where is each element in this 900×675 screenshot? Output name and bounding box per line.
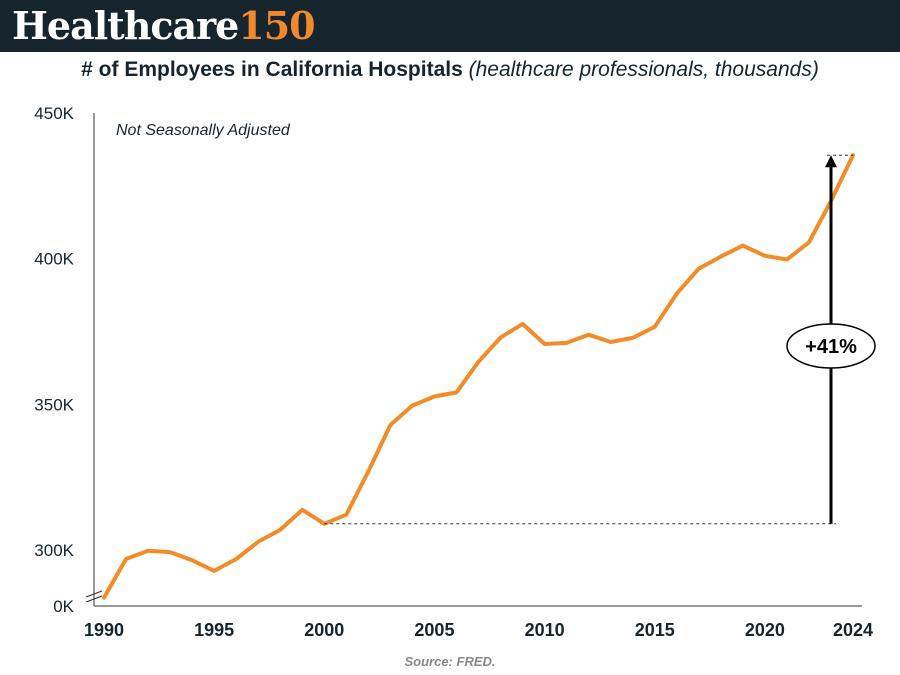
- y-tick-label: 400K: [34, 250, 74, 269]
- chart-source: Source: FRED.: [404, 654, 495, 669]
- x-tick-label: 2024: [833, 620, 873, 640]
- y-tick-label: 450K: [34, 104, 74, 123]
- x-tick-label: 2015: [635, 620, 675, 640]
- growth-label-bubble: [786, 323, 876, 369]
- y-tick-label: 0K: [53, 597, 74, 616]
- x-tick-label: 2000: [304, 620, 344, 640]
- chart-title: # of Employees in California Hospitals (…: [0, 58, 900, 82]
- growth-label: +41%: [805, 336, 857, 358]
- chart-title-sub: (healthcare professionals, thousands): [468, 58, 819, 81]
- y-tick-label: 300K: [34, 541, 74, 560]
- axis-break-mark: [85, 590, 103, 598]
- x-tick-label: 2005: [414, 620, 454, 640]
- axis-break-mark: [85, 595, 103, 603]
- growth-arrow-head: [825, 155, 837, 168]
- x-tick-label: 2020: [745, 620, 785, 640]
- x-tick-label: 1990: [84, 620, 124, 640]
- series-line: [102, 153, 855, 600]
- brand-number: 150: [238, 3, 315, 48]
- x-tick-label: 2010: [525, 620, 565, 640]
- y-tick-label: 350K: [34, 395, 74, 414]
- chart-title-main: # of Employees in California Hospitals: [81, 58, 463, 81]
- header-bar: Healthcare150: [0, 0, 900, 52]
- brand-name: Healthcare: [12, 3, 239, 48]
- x-tick-label: 1995: [194, 620, 234, 640]
- brand-logo: Healthcare150: [12, 3, 316, 49]
- chart-note: Not Seasonally Adjusted: [116, 122, 291, 139]
